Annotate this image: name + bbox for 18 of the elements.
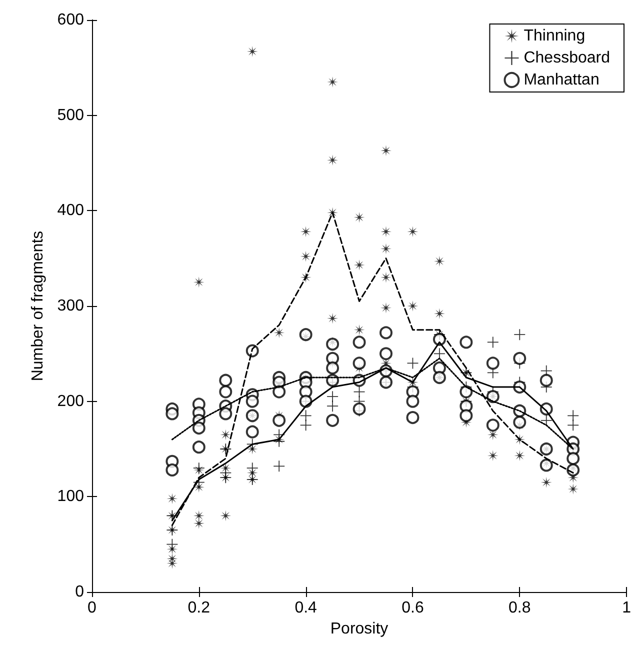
y-tick-label: 0	[75, 584, 84, 600]
legend-label: Chessboard	[524, 50, 610, 66]
x-tick-label: 0.4	[294, 600, 318, 616]
x-tick-label: 0	[88, 600, 97, 616]
legend-label: Manhattan	[524, 72, 600, 88]
x-axis-title: Porosity	[330, 620, 388, 638]
y-tick-label: 300	[57, 298, 84, 314]
y-tick-label: 200	[57, 392, 84, 410]
x-tick-label: 0.6	[402, 600, 424, 616]
y-tick-label: 500	[57, 106, 84, 124]
x-tick-label: 1	[622, 600, 632, 616]
legend-label: Thinning	[524, 28, 586, 44]
y-tick-label: 400	[57, 202, 84, 220]
y-axis-title: Number of fragments	[30, 230, 46, 382]
x-tick-label: 0.8	[508, 600, 531, 616]
y-tick-label: 600	[57, 12, 84, 28]
y-tick-label: 100	[57, 488, 84, 506]
x-tick-label: 0.2	[188, 600, 210, 616]
